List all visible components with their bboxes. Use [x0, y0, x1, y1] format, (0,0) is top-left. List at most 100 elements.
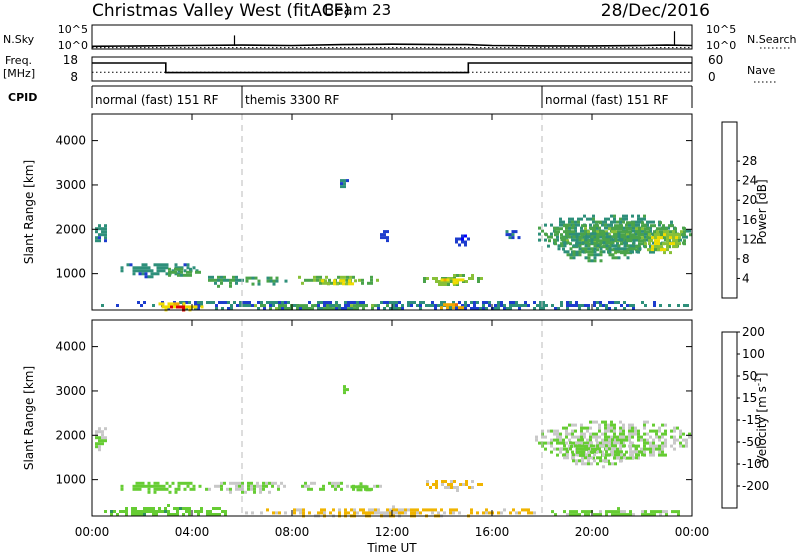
velocity-cell	[673, 438, 676, 442]
power-cell	[371, 304, 374, 308]
velocity-cell	[165, 481, 169, 485]
velocity-cell	[158, 507, 161, 510]
power-cell	[426, 277, 429, 280]
velocity-cell	[605, 441, 608, 445]
power-cell	[578, 250, 582, 254]
power-cell	[335, 304, 338, 308]
velocity-cell	[580, 432, 583, 436]
power-cell	[156, 266, 160, 270]
power-cell	[587, 259, 591, 263]
power-cell	[301, 281, 304, 285]
power-cell	[675, 242, 678, 246]
velocity-cell	[167, 513, 170, 516]
power-cell	[326, 301, 329, 304]
velocity-cell	[455, 508, 458, 512]
power-cell	[419, 307, 422, 310]
velocity-cell	[565, 447, 568, 451]
velocity-cell	[141, 481, 145, 485]
power-cell	[563, 250, 567, 254]
power-cell	[580, 235, 583, 239]
power-cell	[101, 304, 104, 307]
velocity-cell	[593, 450, 596, 454]
power-cell	[578, 238, 582, 242]
power-cell	[566, 239, 569, 243]
power-cell	[468, 277, 471, 280]
x-tick-label: 12:00	[375, 525, 410, 539]
velocity-cell	[604, 426, 607, 430]
velocity-cell	[362, 508, 365, 512]
power-cell	[589, 217, 592, 221]
power-cell	[637, 220, 640, 224]
power-cell	[683, 242, 686, 246]
power-cell	[668, 230, 671, 234]
power-cell	[161, 302, 165, 306]
velocity-cell	[653, 513, 656, 517]
power-cell	[629, 247, 633, 251]
velocity-cell	[652, 441, 655, 445]
velocity-cell	[610, 423, 613, 427]
velocity-cell	[577, 438, 580, 442]
velocity-cell	[677, 513, 680, 517]
velocity-cell	[652, 447, 655, 451]
velocity-cell	[368, 508, 371, 512]
power-cell	[678, 233, 681, 237]
power-cell	[324, 279, 327, 283]
velocity-cell	[250, 484, 253, 488]
power-cell	[440, 301, 443, 304]
power-cell	[176, 302, 180, 306]
y-tick-label: 4000	[55, 340, 86, 354]
velocity-cell	[435, 483, 438, 486]
power-cell	[669, 242, 672, 246]
power-cell	[641, 236, 644, 240]
power-cell	[541, 229, 544, 233]
velocity-cell	[568, 438, 571, 442]
velocity-cell	[579, 453, 582, 457]
power-cell	[95, 236, 98, 240]
velocity-cell	[572, 513, 575, 517]
velocity-cell	[374, 508, 377, 512]
velocity-cell	[682, 438, 685, 442]
power-cell	[604, 217, 607, 221]
velocity-cell	[310, 487, 313, 491]
velocity-cell	[604, 435, 607, 439]
velocity-cell	[589, 450, 592, 454]
velocity-cell	[104, 436, 107, 440]
power-cell	[571, 226, 574, 230]
power-cell	[220, 278, 223, 282]
power-cell	[307, 278, 310, 282]
power-cell	[356, 307, 359, 311]
power-cell	[596, 238, 600, 242]
velocity-cell	[562, 441, 565, 445]
power-cell	[189, 273, 192, 277]
velocity-cell	[617, 510, 620, 514]
power-cell	[568, 223, 571, 227]
power-cell	[587, 230, 590, 234]
power-cell	[227, 307, 230, 310]
velocity-cell	[574, 429, 577, 433]
velocity-cell	[159, 484, 163, 488]
power-cell	[272, 282, 276, 286]
power-cell	[632, 233, 635, 237]
velocity-cell	[544, 441, 547, 445]
velocity-cell	[661, 423, 664, 427]
power-cell	[632, 224, 635, 228]
velocity-cell	[533, 511, 536, 515]
velocity-cell	[224, 513, 227, 516]
power-cell	[464, 301, 467, 304]
power-cell	[589, 223, 592, 227]
power-cell	[392, 304, 395, 307]
velocity-cell	[599, 513, 602, 517]
power-cell	[602, 304, 605, 307]
power-cell	[593, 247, 597, 251]
power-cell	[672, 236, 675, 240]
velocity-cell	[116, 513, 119, 516]
velocity-cell	[544, 447, 547, 451]
velocity-cell	[353, 511, 356, 515]
power-cell	[444, 283, 447, 286]
power-cell	[464, 243, 467, 247]
velocity-cell	[614, 462, 617, 466]
power-cell	[340, 179, 343, 183]
power-cell	[638, 236, 641, 240]
velocity-cell	[629, 450, 632, 454]
power-cell	[679, 238, 682, 242]
